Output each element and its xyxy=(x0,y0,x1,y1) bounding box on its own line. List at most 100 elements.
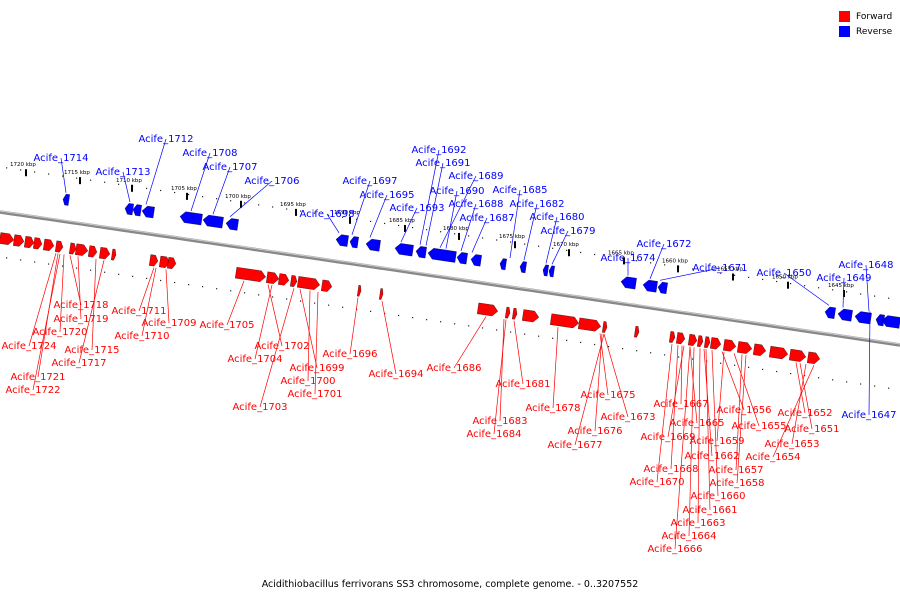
scale-tick-mark xyxy=(349,216,351,224)
forward-gene-leader xyxy=(349,297,359,355)
forward-gene-leader xyxy=(78,260,105,364)
scale-tick-label: 1690 kbp xyxy=(334,210,360,216)
lower-dotted-scale xyxy=(524,333,526,335)
legend-label-reverse: Reverse xyxy=(856,26,893,37)
forward-gene-label: Acife_1694 xyxy=(368,369,423,380)
forward-gene-leader xyxy=(493,319,507,435)
forward-gene-arrow xyxy=(55,240,64,253)
scale-tick-label: 1680 kbp xyxy=(443,226,469,232)
reverse-gene-arrow xyxy=(470,254,482,267)
scale-tick-mark xyxy=(79,177,81,185)
forward-gene-label: Acife_1677 xyxy=(547,440,602,451)
upper-dotted-scale xyxy=(342,216,344,218)
upper-dotted-scale xyxy=(48,173,50,175)
upper-dotted-scale xyxy=(426,229,428,231)
forward-gene-label: Acife_1702 xyxy=(254,341,309,352)
reverse-gene-leader xyxy=(400,207,418,243)
reverse-gene-arrow xyxy=(394,243,414,257)
lower-dotted-scale xyxy=(118,273,120,275)
forward-gene-arrow xyxy=(550,313,579,329)
upper-dotted-scale xyxy=(328,214,330,216)
forward-gene-leader xyxy=(59,254,65,333)
forward-gene-arrow xyxy=(99,247,111,260)
forward-gene-arrow xyxy=(321,279,333,292)
reverse-gene-label: Acife_1706 xyxy=(244,176,299,187)
lower-dotted-scale xyxy=(510,331,512,333)
lower-dotted-scale xyxy=(286,298,288,300)
scale-tick-label: 1685 kbp xyxy=(389,218,415,224)
forward-gene-label: Acife_1681 xyxy=(495,379,550,390)
lower-dotted-scale xyxy=(146,277,148,280)
reverse-gene-label: Acife_1650 xyxy=(756,268,811,279)
forward-gene-label: Acife_1724 xyxy=(1,341,56,352)
forward-gene-label: Acife_1699 xyxy=(289,363,344,374)
lower-dotted-scale xyxy=(258,294,260,296)
lower-dotted-scale xyxy=(342,306,344,308)
forward-gene-arrow xyxy=(634,325,640,338)
reverse-gene-label: Acife_1680 xyxy=(529,212,584,223)
forward-gene-arrow xyxy=(753,343,767,356)
forward-gene-leader xyxy=(69,255,82,306)
legend: Forward Reverse xyxy=(839,9,899,39)
upper-dotted-scale xyxy=(384,222,386,225)
scale-tick-mark xyxy=(404,224,406,232)
upper-dotted-scale xyxy=(762,278,764,281)
reverse-gene-arrow xyxy=(427,248,457,263)
upper-dotted-scale xyxy=(748,276,750,278)
scale-tick-label: 1710 kbp xyxy=(116,178,142,184)
scale-tick-label: 1660 kbp xyxy=(662,258,688,264)
forward-gene-label: Acife_1701 xyxy=(287,389,342,400)
reverse-gene-label: Acife_1679 xyxy=(540,226,595,237)
forward-gene-leader xyxy=(735,354,743,471)
forward-gene-label: Acife_1659 xyxy=(689,436,744,447)
upper-dotted-scale xyxy=(398,224,400,227)
lower-dotted-scale xyxy=(244,292,246,294)
forward-gene-arrow xyxy=(111,248,117,261)
reverse-gene-arrow xyxy=(837,308,853,322)
upper-dotted-scale xyxy=(538,245,540,247)
forward-gene-leader xyxy=(674,346,691,550)
reverse-gene-leader xyxy=(445,190,458,249)
lower-dotted-scale xyxy=(48,263,50,265)
forward-gene-arrow xyxy=(602,321,608,333)
reverse-gene-arrow xyxy=(179,211,203,226)
lower-dotted-scale xyxy=(622,348,624,350)
reverse-gene-label: Acife_1698 xyxy=(299,209,354,220)
upper-dotted-scale xyxy=(216,198,218,200)
reverse-gene-leader xyxy=(523,203,538,261)
upper-dotted-scale xyxy=(146,187,148,190)
reverse-gene-leader xyxy=(545,216,558,264)
lower-dotted-scale xyxy=(104,271,106,273)
forward-gene-leader xyxy=(141,267,157,337)
lower-dotted-scale xyxy=(860,383,862,385)
forward-gene-arrow xyxy=(669,331,676,343)
lower-dotted-scale xyxy=(412,316,414,319)
lower-dotted-scale xyxy=(314,302,316,304)
reverse-gene-label: Acife_1671 xyxy=(692,263,747,274)
forward-gene-label: Acife_1722 xyxy=(5,385,60,396)
reverse-gene-leader xyxy=(60,157,67,193)
forward-gene-label: Acife_1719 xyxy=(53,314,108,325)
forward-gene-leader xyxy=(736,355,747,484)
forward-gene-label: Acife_1700 xyxy=(280,376,335,387)
reverse-gene-leader xyxy=(460,203,477,251)
reverse-gene-arrow xyxy=(202,214,224,229)
lower-dotted-scale xyxy=(398,314,400,317)
forward-gene-label: Acife_1655 xyxy=(731,421,786,432)
upper-dotted-scale xyxy=(20,169,22,171)
reverse-gene-leader xyxy=(326,213,340,234)
reverse-gene-arrow xyxy=(620,276,637,290)
reverse-gene-label: Acife_1688 xyxy=(448,199,503,210)
lower-dotted-scale xyxy=(720,362,722,364)
forward-gene-leader xyxy=(603,333,629,418)
lower-dotted-scale xyxy=(734,364,736,366)
upper-dotted-scale xyxy=(76,177,78,179)
lower-dotted-scale xyxy=(762,368,764,371)
lower-dotted-scale xyxy=(594,343,596,346)
reverse-gene-leader xyxy=(190,152,211,212)
reverse-gene-arrow xyxy=(824,306,836,319)
lower-dotted-scale xyxy=(846,381,848,383)
forward-gene-leader xyxy=(28,253,57,347)
reverse-gene-arrow xyxy=(548,265,555,278)
